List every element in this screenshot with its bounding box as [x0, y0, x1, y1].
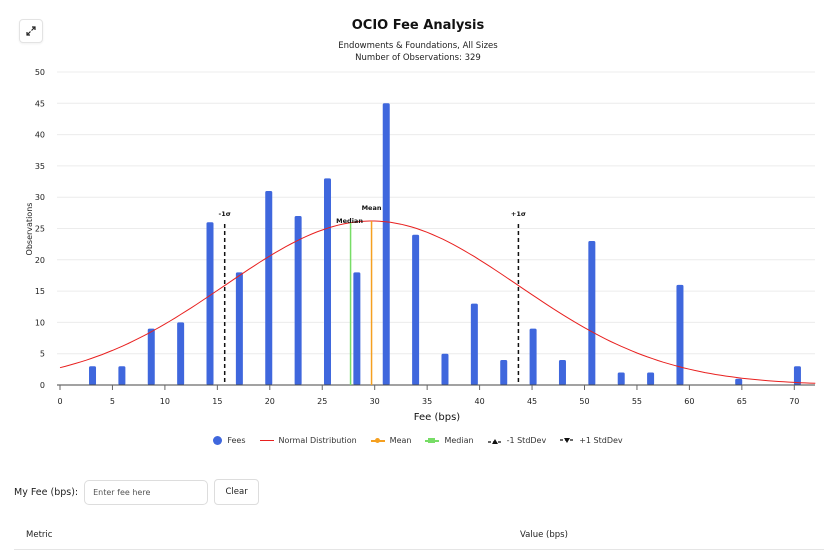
x-tick-label: 65 [737, 397, 747, 406]
x-tick-label: 55 [632, 397, 642, 406]
histogram-bar[interactable] [529, 328, 537, 385]
y-tick-label: 35 [35, 162, 45, 171]
x-tick-label: 20 [265, 397, 275, 406]
histogram-bar[interactable] [735, 378, 743, 385]
y-tick-label: 45 [35, 99, 45, 108]
circle-marker-icon [213, 436, 223, 445]
y-tick-label: 5 [40, 350, 45, 359]
legend-item-median[interactable]: Median [425, 436, 474, 445]
my-fee-label: My Fee (bps): [14, 486, 79, 498]
line-marker-icon [425, 437, 440, 443]
histogram-bar[interactable] [441, 353, 449, 385]
line-marker-icon [370, 437, 385, 443]
stddev-label: -1σ [219, 210, 231, 218]
histogram-bar[interactable] [617, 372, 625, 385]
x-tick-label: 0 [57, 397, 62, 406]
triangle-down-marker-icon [560, 437, 575, 443]
histogram-bar[interactable] [500, 359, 508, 385]
y-tick-label: 40 [35, 131, 45, 140]
y-tick-label: 25 [35, 225, 45, 234]
histogram-bar[interactable] [265, 190, 273, 385]
histogram-bar[interactable] [323, 178, 331, 385]
y-tick-label: 50 [35, 68, 45, 77]
y-tick-label: 15 [35, 287, 45, 296]
chart-legend: Fees Normal Distribution Mean Median -1 … [0, 436, 836, 445]
y-tick-label: 10 [35, 318, 45, 327]
legend-item-normal-distribution[interactable]: Normal Distribution [259, 436, 357, 445]
x-tick-label: 40 [475, 397, 485, 406]
histogram-bar[interactable] [177, 322, 185, 385]
stddev-label: +1σ [511, 210, 526, 218]
metrics-table: Metric Value (bps) [14, 525, 824, 550]
triangle-up-marker-icon [487, 438, 502, 444]
mean-label: Mean [362, 204, 382, 212]
legend-item-mean[interactable]: Mean [370, 436, 411, 445]
histogram-bar[interactable] [206, 222, 214, 385]
histogram-bar[interactable] [294, 215, 302, 385]
histogram-bar[interactable] [118, 366, 126, 385]
observations-count: Number of Observations: 329 [355, 53, 481, 63]
histogram-bar[interactable] [235, 272, 243, 385]
y-axis-title: Observations [25, 203, 34, 256]
expand-arrows-icon [26, 26, 36, 36]
x-tick-label: 25 [317, 397, 327, 406]
x-tick-label: 15 [212, 397, 222, 406]
histogram-bar[interactable] [676, 284, 684, 385]
chart-subtitle: Endowments & Foundations, All Sizes [338, 41, 498, 51]
histogram-bar[interactable] [382, 103, 390, 386]
histogram-bar[interactable] [793, 366, 801, 385]
histogram-bar[interactable] [412, 234, 420, 385]
my-fee-input[interactable] [84, 479, 209, 505]
y-tick-label: 0 [40, 381, 45, 390]
histogram-bar[interactable] [588, 241, 596, 385]
legend-item-minus-stddev[interactable]: -1 StdDev [487, 436, 546, 445]
y-tick-label: 20 [35, 256, 45, 265]
median-label: Median [336, 217, 363, 225]
histogram-bar[interactable] [647, 372, 655, 385]
column-header-metric: Metric [26, 530, 53, 540]
fee-histogram-chart: 0 5 10 15 20 25 30 35 40 45 50 Observations 0 5 10 15 20… [25, 68, 816, 423]
my-fee-row: My Fee (bps): Clear [14, 479, 260, 505]
expand-button[interactable] [19, 19, 43, 43]
x-tick-label: 30 [370, 397, 380, 406]
histogram-bar[interactable] [89, 366, 97, 385]
x-tick-label: 70 [789, 397, 799, 406]
histogram-bar[interactable] [147, 328, 155, 385]
x-tick-label: 60 [684, 397, 694, 406]
column-header-value: Value (bps) [520, 530, 568, 540]
x-axis-title: Fee (bps) [414, 412, 460, 423]
y-tick-label: 30 [35, 193, 45, 202]
x-tick-label: 5 [110, 397, 115, 406]
line-marker-icon [259, 439, 274, 442]
clear-button[interactable]: Clear [214, 479, 260, 505]
histogram-bar[interactable] [353, 272, 361, 385]
x-tick-label: 50 [579, 397, 589, 406]
legend-item-fees[interactable]: Fees [213, 436, 246, 445]
histogram-bar[interactable] [558, 359, 566, 385]
x-tick-label: 10 [160, 397, 170, 406]
x-tick-label: 45 [527, 397, 537, 406]
normal-distribution-curve [59, 220, 816, 384]
histogram-bar[interactable] [470, 303, 478, 385]
chart-title: OCIO Fee Analysis [351, 18, 485, 33]
x-tick-label: 35 [422, 397, 432, 406]
legend-item-plus-stddev[interactable]: +1 StdDev [560, 436, 623, 445]
